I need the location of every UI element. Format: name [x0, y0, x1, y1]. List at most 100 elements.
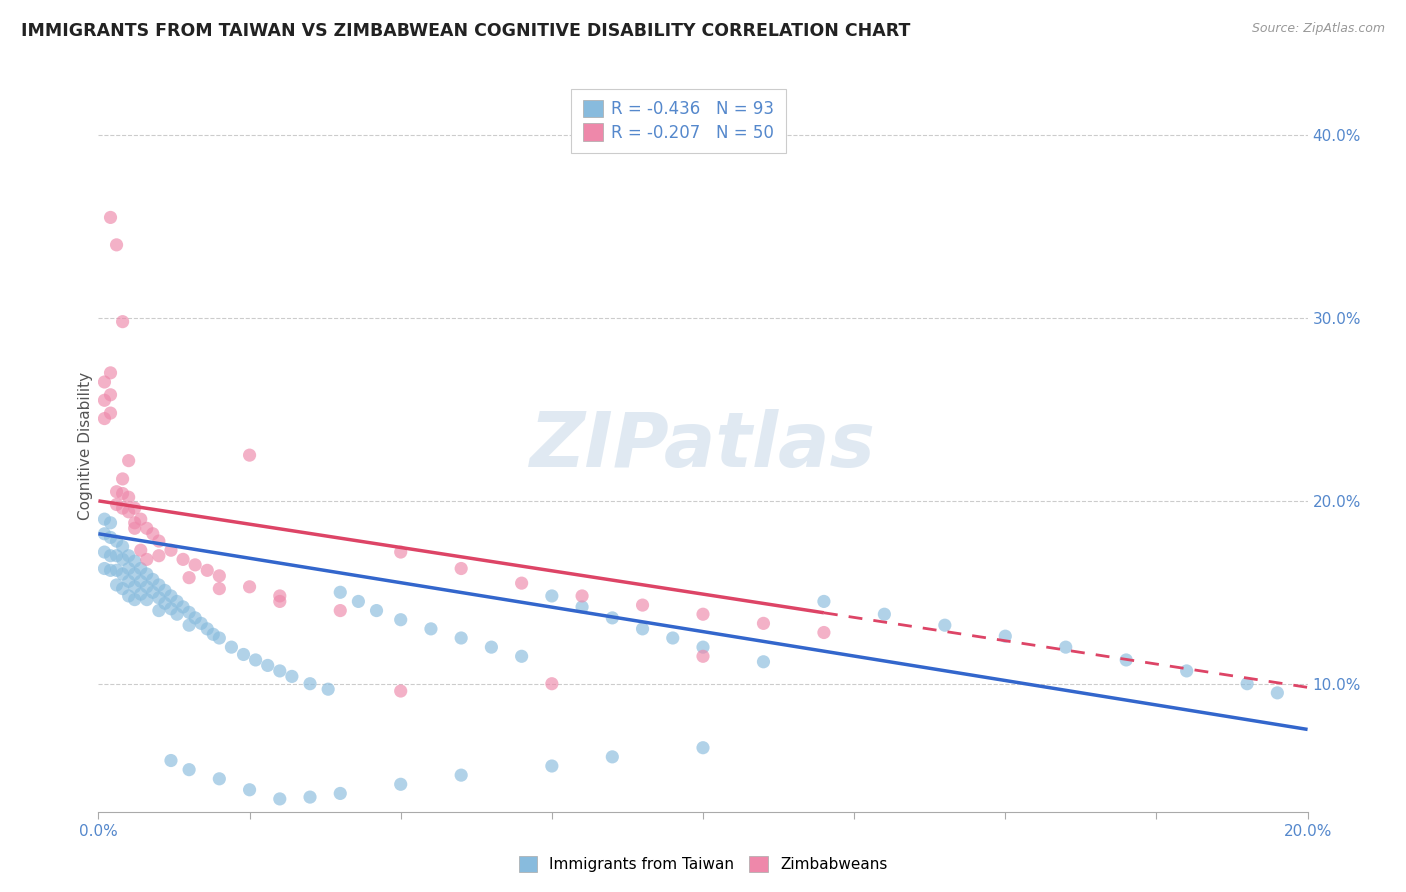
Point — [208, 582, 231, 596]
Point — [142, 573, 165, 587]
Point — [100, 563, 122, 577]
Point — [100, 366, 122, 380]
Point — [420, 622, 443, 636]
Point — [124, 592, 146, 607]
Point — [540, 589, 562, 603]
Point — [232, 648, 254, 662]
Point — [389, 613, 412, 627]
Point — [100, 530, 122, 544]
Point — [111, 567, 134, 582]
Point — [602, 749, 624, 764]
Point — [389, 777, 412, 791]
Text: IMMIGRANTS FROM TAIWAN VS ZIMBABWEAN COGNITIVE DISABILITY CORRELATION CHART: IMMIGRANTS FROM TAIWAN VS ZIMBABWEAN COG… — [21, 22, 911, 40]
Point — [1267, 686, 1289, 700]
Point — [571, 599, 593, 614]
Point — [148, 603, 170, 617]
Point — [118, 505, 141, 519]
Point — [129, 512, 152, 526]
Point — [124, 521, 146, 535]
Y-axis label: Cognitive Disability: Cognitive Disability — [77, 372, 93, 520]
Point — [190, 616, 212, 631]
Point — [148, 578, 170, 592]
Point — [873, 607, 896, 622]
Point — [813, 594, 835, 608]
Point — [111, 486, 134, 500]
Point — [631, 598, 654, 612]
Point — [153, 596, 176, 610]
Point — [994, 629, 1017, 643]
Point — [166, 607, 188, 622]
Point — [389, 545, 412, 559]
Point — [142, 526, 165, 541]
Point — [142, 585, 165, 599]
Point — [148, 591, 170, 605]
Point — [93, 545, 115, 559]
Text: Source: ZipAtlas.com: Source: ZipAtlas.com — [1251, 22, 1385, 36]
Point — [450, 561, 472, 575]
Point — [329, 603, 352, 617]
Point — [118, 453, 141, 467]
Point — [510, 649, 533, 664]
Point — [329, 585, 352, 599]
Point — [105, 238, 128, 252]
Point — [221, 640, 243, 655]
Point — [1054, 640, 1077, 655]
Point — [118, 561, 141, 575]
Point — [269, 664, 291, 678]
Point — [100, 549, 122, 563]
Point — [93, 411, 115, 425]
Point — [118, 589, 141, 603]
Point — [752, 655, 775, 669]
Point — [129, 574, 152, 589]
Point — [93, 375, 115, 389]
Point — [540, 759, 562, 773]
Point — [135, 521, 157, 535]
Point — [299, 676, 322, 690]
Point — [389, 684, 412, 698]
Point — [135, 567, 157, 582]
Point — [1115, 653, 1137, 667]
Point — [571, 589, 593, 603]
Point — [208, 631, 231, 645]
Point — [93, 393, 115, 408]
Point — [160, 543, 183, 558]
Point — [129, 561, 152, 575]
Point — [111, 315, 134, 329]
Point — [93, 526, 115, 541]
Point — [450, 631, 472, 645]
Point — [179, 606, 201, 620]
Point — [148, 534, 170, 549]
Point — [269, 594, 291, 608]
Point — [160, 754, 183, 768]
Point — [179, 763, 201, 777]
Point — [118, 549, 141, 563]
Point — [366, 603, 388, 617]
Point — [184, 611, 207, 625]
Point — [813, 625, 835, 640]
Point — [195, 622, 218, 636]
Point — [100, 211, 122, 225]
Point — [239, 448, 262, 462]
Point — [172, 599, 194, 614]
Point — [692, 649, 714, 664]
Point — [124, 580, 146, 594]
Point — [135, 552, 157, 566]
Point — [631, 622, 654, 636]
Point — [100, 516, 122, 530]
Point — [692, 607, 714, 622]
Point — [347, 594, 370, 608]
Point — [934, 618, 956, 632]
Point — [118, 490, 141, 504]
Point — [135, 592, 157, 607]
Point — [124, 554, 146, 568]
Point — [93, 561, 115, 575]
Point — [202, 627, 225, 641]
Point — [1175, 664, 1198, 678]
Point — [239, 580, 262, 594]
Point — [269, 589, 291, 603]
Point — [124, 567, 146, 582]
Point — [160, 601, 183, 615]
Point — [184, 558, 207, 572]
Point — [269, 792, 291, 806]
Point — [105, 549, 128, 563]
